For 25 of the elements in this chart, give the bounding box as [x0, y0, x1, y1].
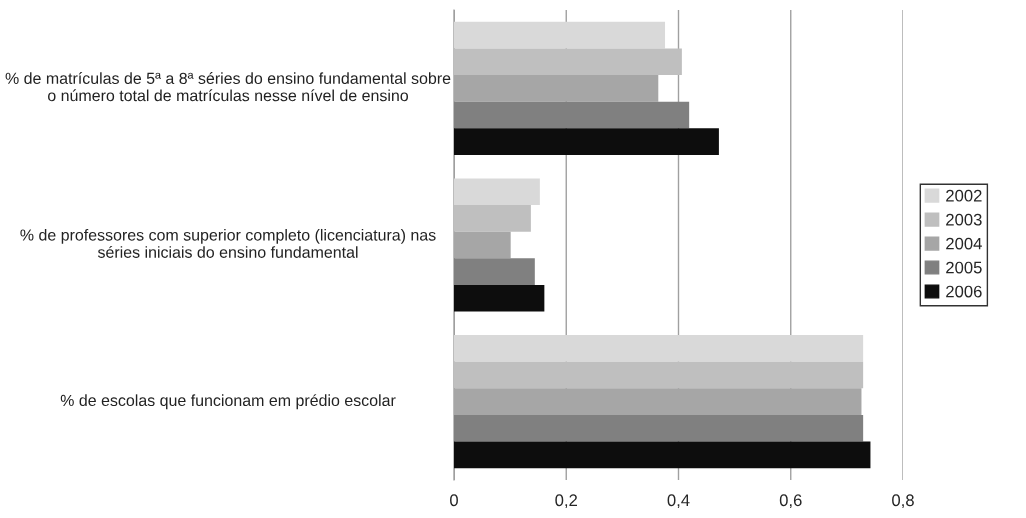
- bar: [454, 75, 659, 102]
- bar: [454, 128, 719, 155]
- x-tick-label: 0,2: [555, 494, 577, 509]
- bar: [454, 205, 531, 232]
- legend-label: 2006: [946, 285, 982, 298]
- bar: [454, 441, 871, 469]
- x-tick-label: 0,6: [779, 494, 802, 509]
- x-tick-label: 0,8: [892, 494, 914, 509]
- bar: [454, 231, 511, 259]
- legend-label: 2004: [946, 237, 982, 250]
- legend-label: 2002: [946, 189, 982, 202]
- y-tick-label: % de escolas que funcionam em prédio escolar: [60, 394, 396, 410]
- bar: [454, 335, 864, 362]
- bar: [454, 21, 666, 49]
- legend-label: 2003: [946, 213, 982, 226]
- legend-label: 2005: [946, 261, 982, 274]
- bar: [454, 361, 864, 389]
- x-tick-label: 0,4: [667, 494, 690, 509]
- y-tick-label: % de professores com superior completo (licenciatura) nas séries iniciais do ensino fundamental: [20, 228, 436, 258]
- bar: [454, 48, 682, 76]
- bar: [454, 284, 545, 312]
- y-tick-label: % de matrículas de 5ª a 8ª séries do ensino fundamental sobre o número total de matrículas nesse nível de ensino: [5, 72, 451, 102]
- bar: [454, 388, 862, 415]
- bar: [454, 178, 540, 206]
- x-tick-label: 0: [450, 494, 458, 507]
